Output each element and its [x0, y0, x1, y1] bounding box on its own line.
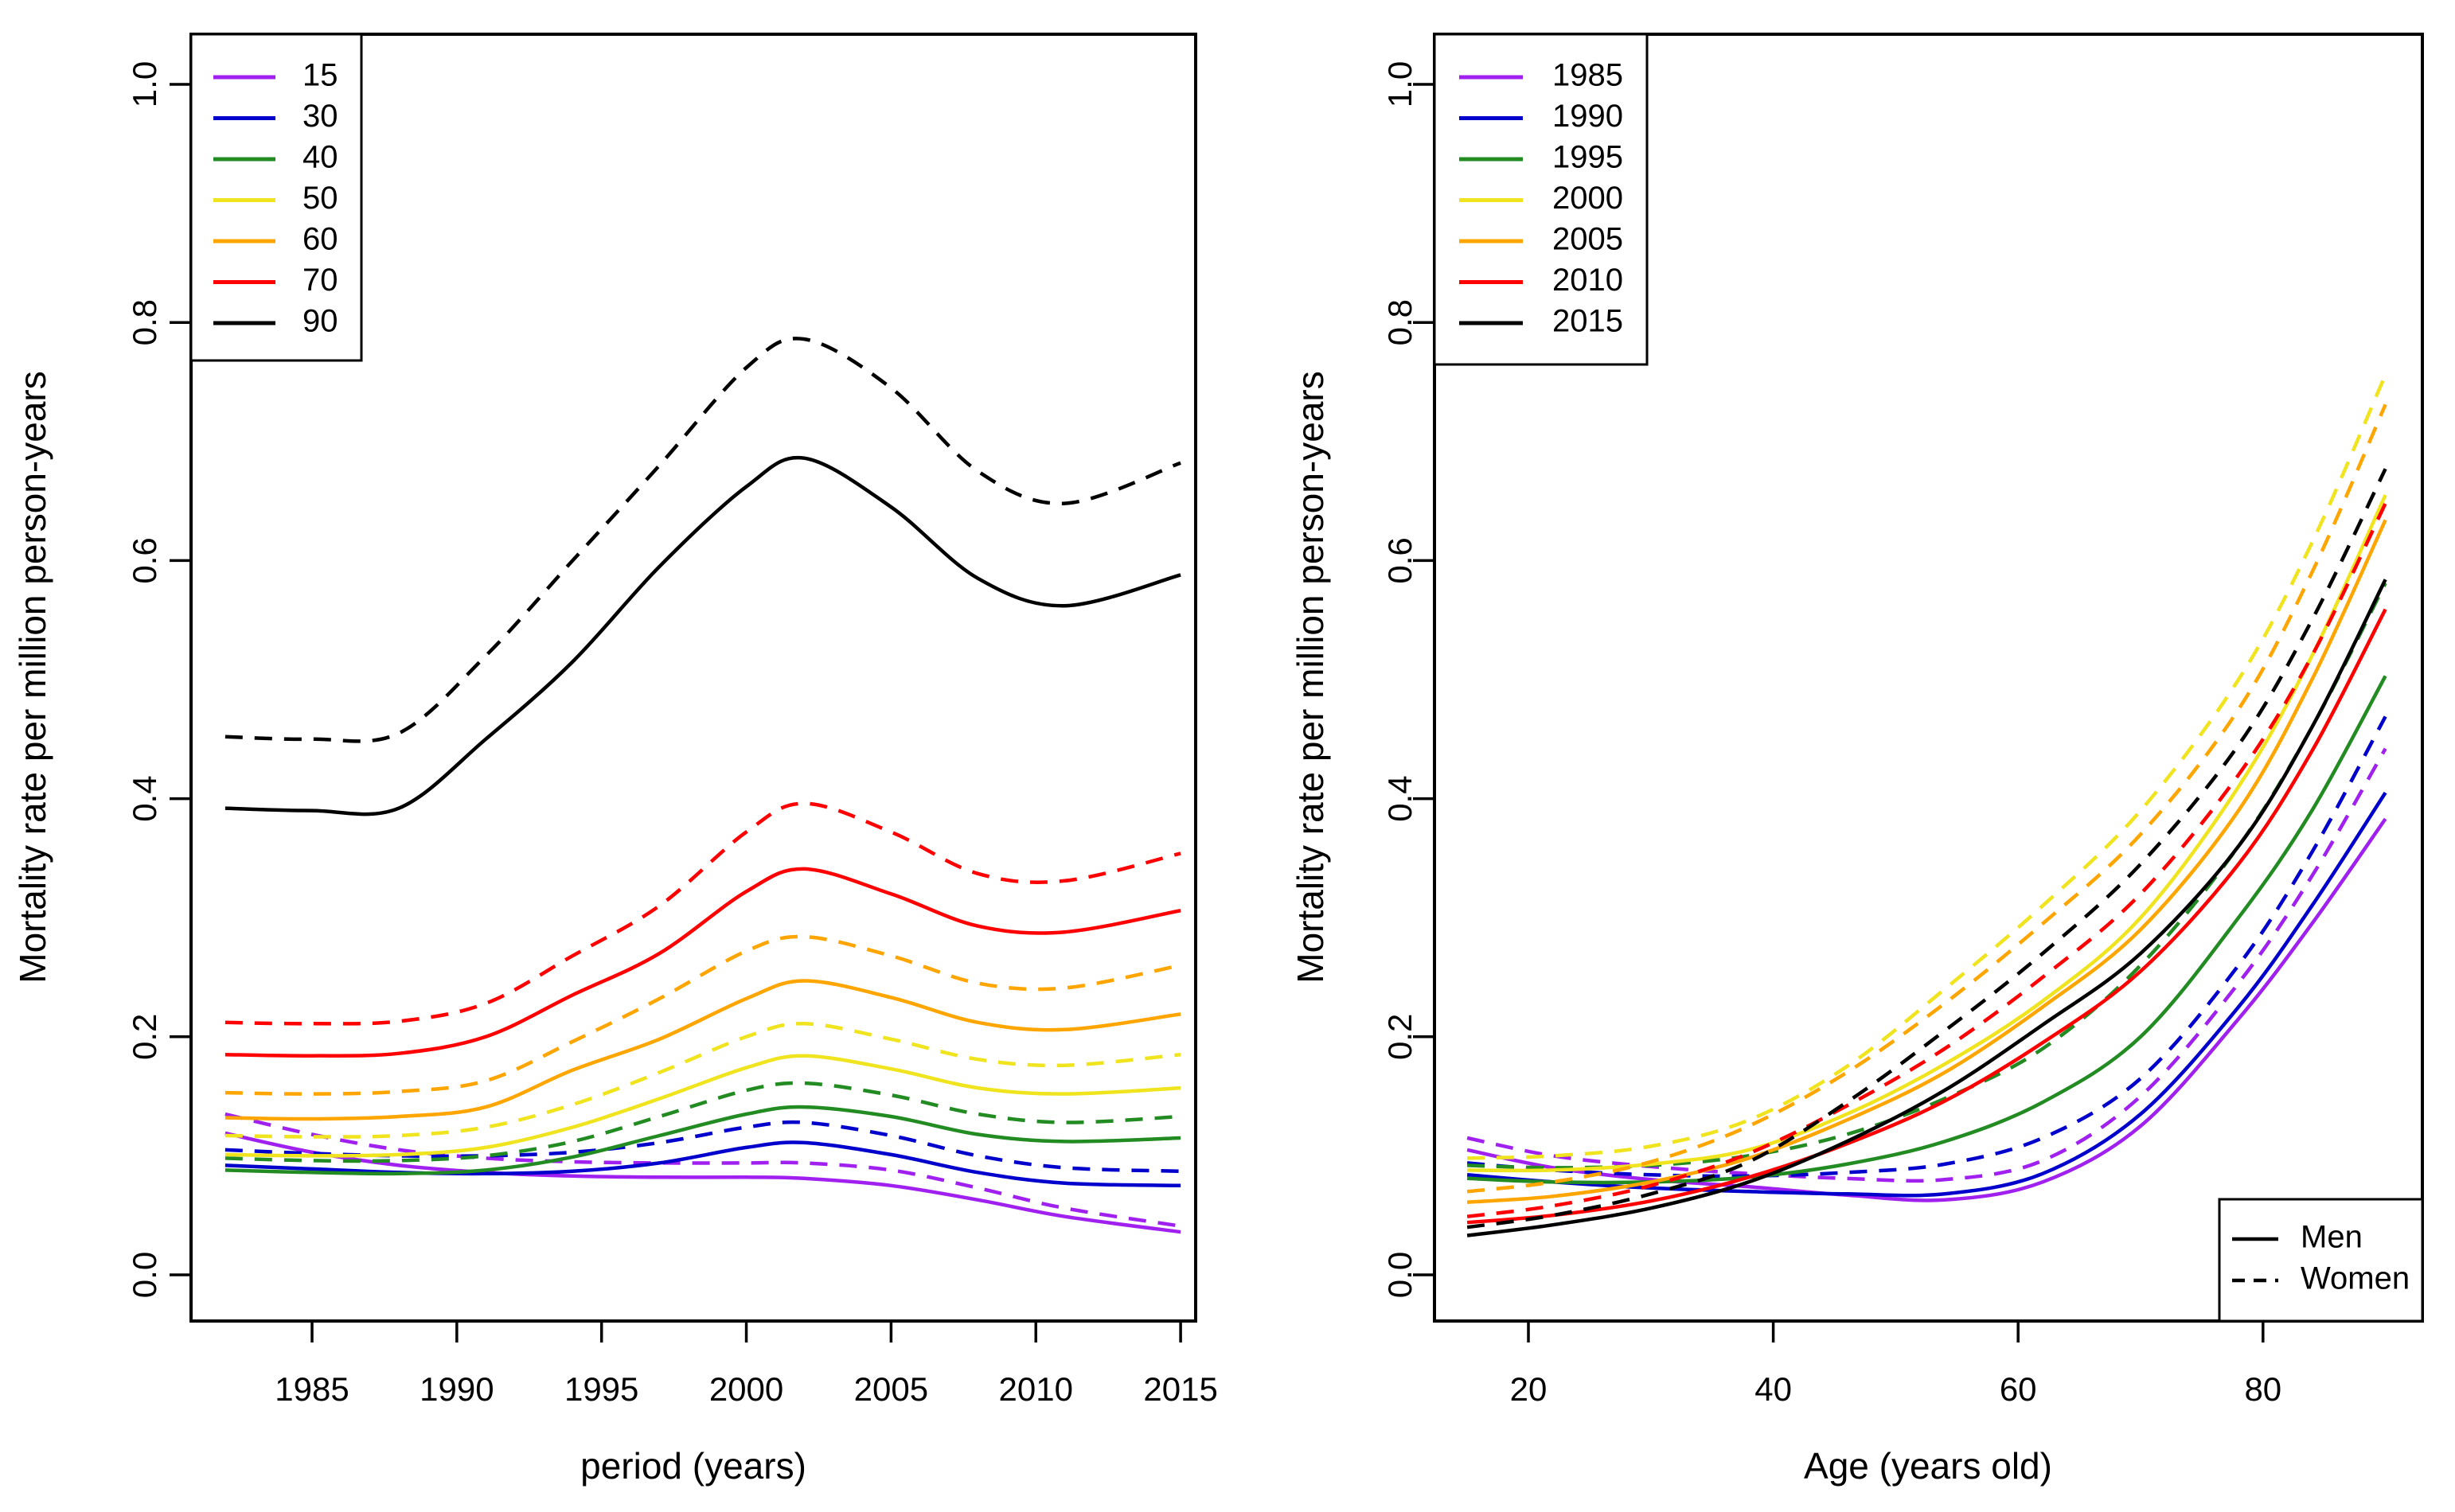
x-tick-label: 60: [2000, 1370, 2037, 1408]
series-2005-women: [1466, 403, 2387, 1194]
series-1985-women: [1466, 747, 2387, 1183]
series-1995-women: [1467, 582, 2387, 1170]
right-panel: 20 40 60 80 0.0 0.2 0.4 0.6 0.8 1.0 1985 1990 1995 20…: [1381, 33, 2424, 1408]
series-2000-men: [1467, 494, 2387, 1173]
legend-label: 2010: [1552, 263, 1623, 298]
series-2010-men: [1466, 608, 2387, 1225]
y-tick-label: 1.0: [126, 61, 163, 107]
legend-label: 30: [302, 99, 338, 134]
legend-label: 15: [302, 58, 338, 93]
legend-label: 2015: [1552, 304, 1623, 339]
y-tick-label: 0.4: [126, 775, 163, 821]
series-age-60-men: [224, 979, 1181, 1121]
y-tick-label: 0.6: [1381, 537, 1419, 583]
x-tick-label: 1990: [420, 1370, 494, 1408]
series-1990-women: [1466, 715, 2387, 1179]
x-tick-label: 2000: [709, 1370, 783, 1408]
left-panel: 1985 1990 1995 2000 2005 2010 2015 0.0 0.2 0.4 0.6…: [126, 33, 1218, 1408]
y-tick-label: 0.2: [1381, 1014, 1419, 1060]
legend-label: 70: [302, 263, 338, 298]
legend-label: 2005: [1552, 222, 1623, 257]
x-tick-label: 80: [2244, 1370, 2281, 1408]
series-2015-women: [1466, 468, 2387, 1229]
y-tick-label: 0.8: [1381, 299, 1419, 345]
x-tick-label: 1995: [564, 1370, 638, 1408]
series-age-15-men: [224, 1131, 1181, 1234]
legend-label: 1990: [1552, 99, 1623, 134]
right-y-axis-title: Mortality rate per million person-years: [1290, 371, 1331, 984]
series-1985-men: [1466, 817, 2387, 1202]
series-2010-women: [1466, 502, 2387, 1218]
sex-legend-label: Men: [2301, 1220, 2363, 1255]
series-1995-men: [1466, 675, 2387, 1185]
legend-label: 1985: [1552, 58, 1623, 93]
series-age-60-women: [224, 934, 1181, 1096]
series-2005-men: [1466, 519, 2387, 1204]
series-age-40-women: [224, 1081, 1181, 1163]
series-age-40-men: [224, 1105, 1181, 1176]
series-2000-women: [1467, 374, 2387, 1160]
series-age-90-women: [224, 337, 1181, 743]
sex-legend-label: Women: [2301, 1261, 2410, 1296]
series-age-50-men: [224, 1054, 1181, 1158]
left-y-axis-title: Mortality rate per million person-years: [12, 371, 53, 984]
series-age-90-men: [224, 455, 1181, 816]
legend-box: [189, 33, 363, 362]
series-age-15-women: [224, 1112, 1181, 1228]
x-tick-label: 2015: [1143, 1370, 1217, 1408]
left-x-axis-title: period (years): [580, 1445, 806, 1487]
y-tick-label: 0.2: [126, 1014, 163, 1060]
legend-label: 60: [302, 222, 338, 257]
series-age-70-women: [224, 801, 1181, 1026]
legend-label: 2000: [1552, 181, 1623, 216]
y-tick-label: 0.0: [1381, 1252, 1419, 1298]
y-tick-label: 0.0: [126, 1252, 163, 1298]
sex-legend-box: [2218, 1198, 2424, 1323]
legend-label: 40: [302, 140, 338, 175]
series-1990-men: [1466, 791, 2387, 1198]
y-tick-label: 0.6: [126, 537, 163, 583]
x-tick-label: 2010: [999, 1370, 1073, 1408]
legend-label: 50: [302, 181, 338, 216]
x-tick-label: 20: [1510, 1370, 1548, 1408]
right-x-axis-title: Age (years old): [1804, 1445, 2052, 1487]
series-2015-men: [1466, 579, 2387, 1237]
legend-label: 90: [302, 304, 338, 339]
legend-label: 1995: [1552, 140, 1623, 175]
x-tick-label: 2005: [854, 1370, 928, 1408]
x-tick-label: 1985: [275, 1370, 349, 1408]
plot-frame: [189, 33, 1197, 1323]
y-tick-label: 0.8: [126, 299, 163, 345]
series-age-70-men: [224, 867, 1181, 1058]
y-tick-label: 0.4: [1381, 775, 1419, 821]
x-tick-label: 40: [1754, 1370, 1792, 1408]
y-tick-label: 1.0: [1381, 61, 1419, 107]
plot-frame: [1433, 33, 2424, 1323]
series-age-50-women: [224, 1022, 1181, 1139]
